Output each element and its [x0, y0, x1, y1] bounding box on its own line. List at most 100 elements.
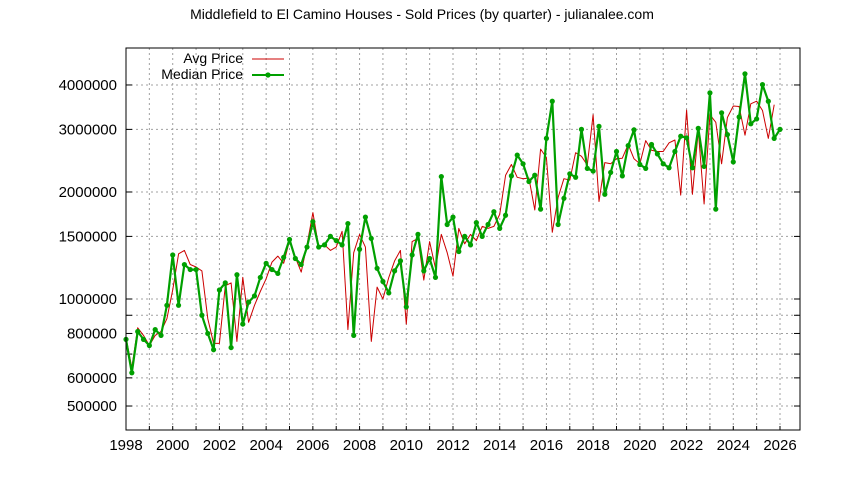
median-price-point [251, 293, 258, 299]
y-tick-label: 800000 [67, 325, 117, 342]
median-price-point [316, 244, 322, 250]
median-price-point [392, 268, 398, 274]
median-price-point [374, 265, 380, 271]
median-price-point [292, 255, 298, 262]
median-price-point [742, 71, 748, 77]
median-price-point [246, 299, 252, 305]
x-tick-label: 2006 [296, 437, 329, 454]
median-price-point [462, 233, 468, 239]
median-price-point [129, 370, 135, 376]
median-price-point [432, 274, 439, 281]
legend-marker-median [265, 72, 271, 78]
median-price-point [724, 132, 731, 138]
y-tick-label: 1000000 [59, 291, 117, 308]
chart-title: Middlefield to El Camino Houses - Sold P… [190, 6, 654, 22]
median-price-point [181, 261, 187, 268]
median-price-point [199, 312, 205, 318]
median-price-point [444, 221, 450, 228]
median-price-point [216, 287, 223, 293]
median-price-point [678, 133, 684, 139]
median-price-point [561, 195, 567, 201]
median-price-point [602, 191, 608, 197]
x-tick-label: 2022 [670, 437, 703, 454]
plot-frame [125, 47, 801, 431]
x-tick-label: 2000 [156, 437, 189, 454]
median-price-point [257, 274, 263, 281]
median-price-point [759, 81, 766, 88]
median-price-point [438, 173, 444, 180]
median-price-point [613, 148, 620, 155]
median-price-point [275, 270, 281, 277]
median-price-point [380, 278, 386, 285]
median-price-point [321, 242, 328, 248]
legend: Avg Price Median Price [161, 50, 284, 82]
median-price-point [170, 252, 176, 258]
y-tick-label: 1500000 [59, 228, 117, 245]
x-tick-label: 2026 [763, 437, 796, 454]
median-price-point [427, 255, 433, 262]
median-price-point [683, 135, 690, 141]
median-price-point [467, 242, 474, 248]
median-price-point [748, 121, 754, 127]
y-tick-label: 3000000 [59, 121, 117, 138]
median-price-point [140, 336, 147, 342]
median-price-point [567, 171, 573, 177]
median-price-point [508, 173, 514, 179]
legend-label-median: Median Price [161, 66, 243, 82]
median-price-point [491, 209, 497, 215]
avg-price-line [125, 100, 775, 369]
median-price-point [514, 152, 520, 158]
median-price-point [409, 252, 415, 258]
median-price-point [625, 143, 631, 149]
median-price-point [304, 244, 310, 250]
median-price-point [543, 135, 550, 141]
median-price-point [765, 98, 771, 104]
median-price-point [345, 220, 351, 227]
y-tick-label: 500000 [67, 398, 117, 415]
median-price-point [152, 327, 158, 333]
median-price-point [164, 302, 170, 308]
median-price-point [240, 321, 246, 327]
median-price-point [269, 266, 275, 273]
median-price-point [286, 236, 293, 243]
x-tick-label: 2008 [343, 437, 376, 454]
median-price-point [713, 206, 719, 212]
median-price-point [327, 233, 333, 239]
median-price-point [707, 90, 713, 96]
median-price-point [502, 212, 509, 218]
median-price-point [573, 174, 579, 180]
x-tick-label: 2016 [530, 437, 563, 454]
median-price-point [187, 266, 193, 273]
median-price-point [736, 114, 742, 120]
median-price-point [719, 110, 725, 116]
median-price-point [310, 219, 316, 225]
median-price-point [672, 148, 678, 155]
median-price-point [701, 163, 707, 170]
median-price-point [619, 173, 625, 179]
x-tick-label: 2004 [249, 437, 282, 454]
median-price-point [193, 266, 199, 273]
x-tick-label: 2012 [436, 437, 469, 454]
median-price-point [608, 169, 614, 176]
median-price-point [631, 127, 637, 133]
median-price-point [263, 260, 269, 266]
median-price-point [555, 221, 561, 228]
median-price-point [660, 161, 666, 167]
median-price-point [526, 178, 532, 185]
x-tick-label: 2010 [390, 437, 423, 454]
median-price-point [549, 98, 555, 104]
median-price-point [222, 280, 228, 286]
median-price-point [643, 165, 649, 172]
median-price-point [456, 248, 462, 255]
median-price-point [754, 116, 760, 122]
median-price-point [403, 304, 409, 310]
median-price-point [333, 237, 339, 244]
series-lines [123, 71, 783, 376]
median-price-point [135, 328, 141, 335]
x-tick-label: 1998 [109, 437, 142, 454]
median-price-point [689, 165, 696, 171]
median-price-point [362, 214, 369, 220]
median-price-point [415, 231, 421, 237]
median-price-point [771, 135, 777, 141]
